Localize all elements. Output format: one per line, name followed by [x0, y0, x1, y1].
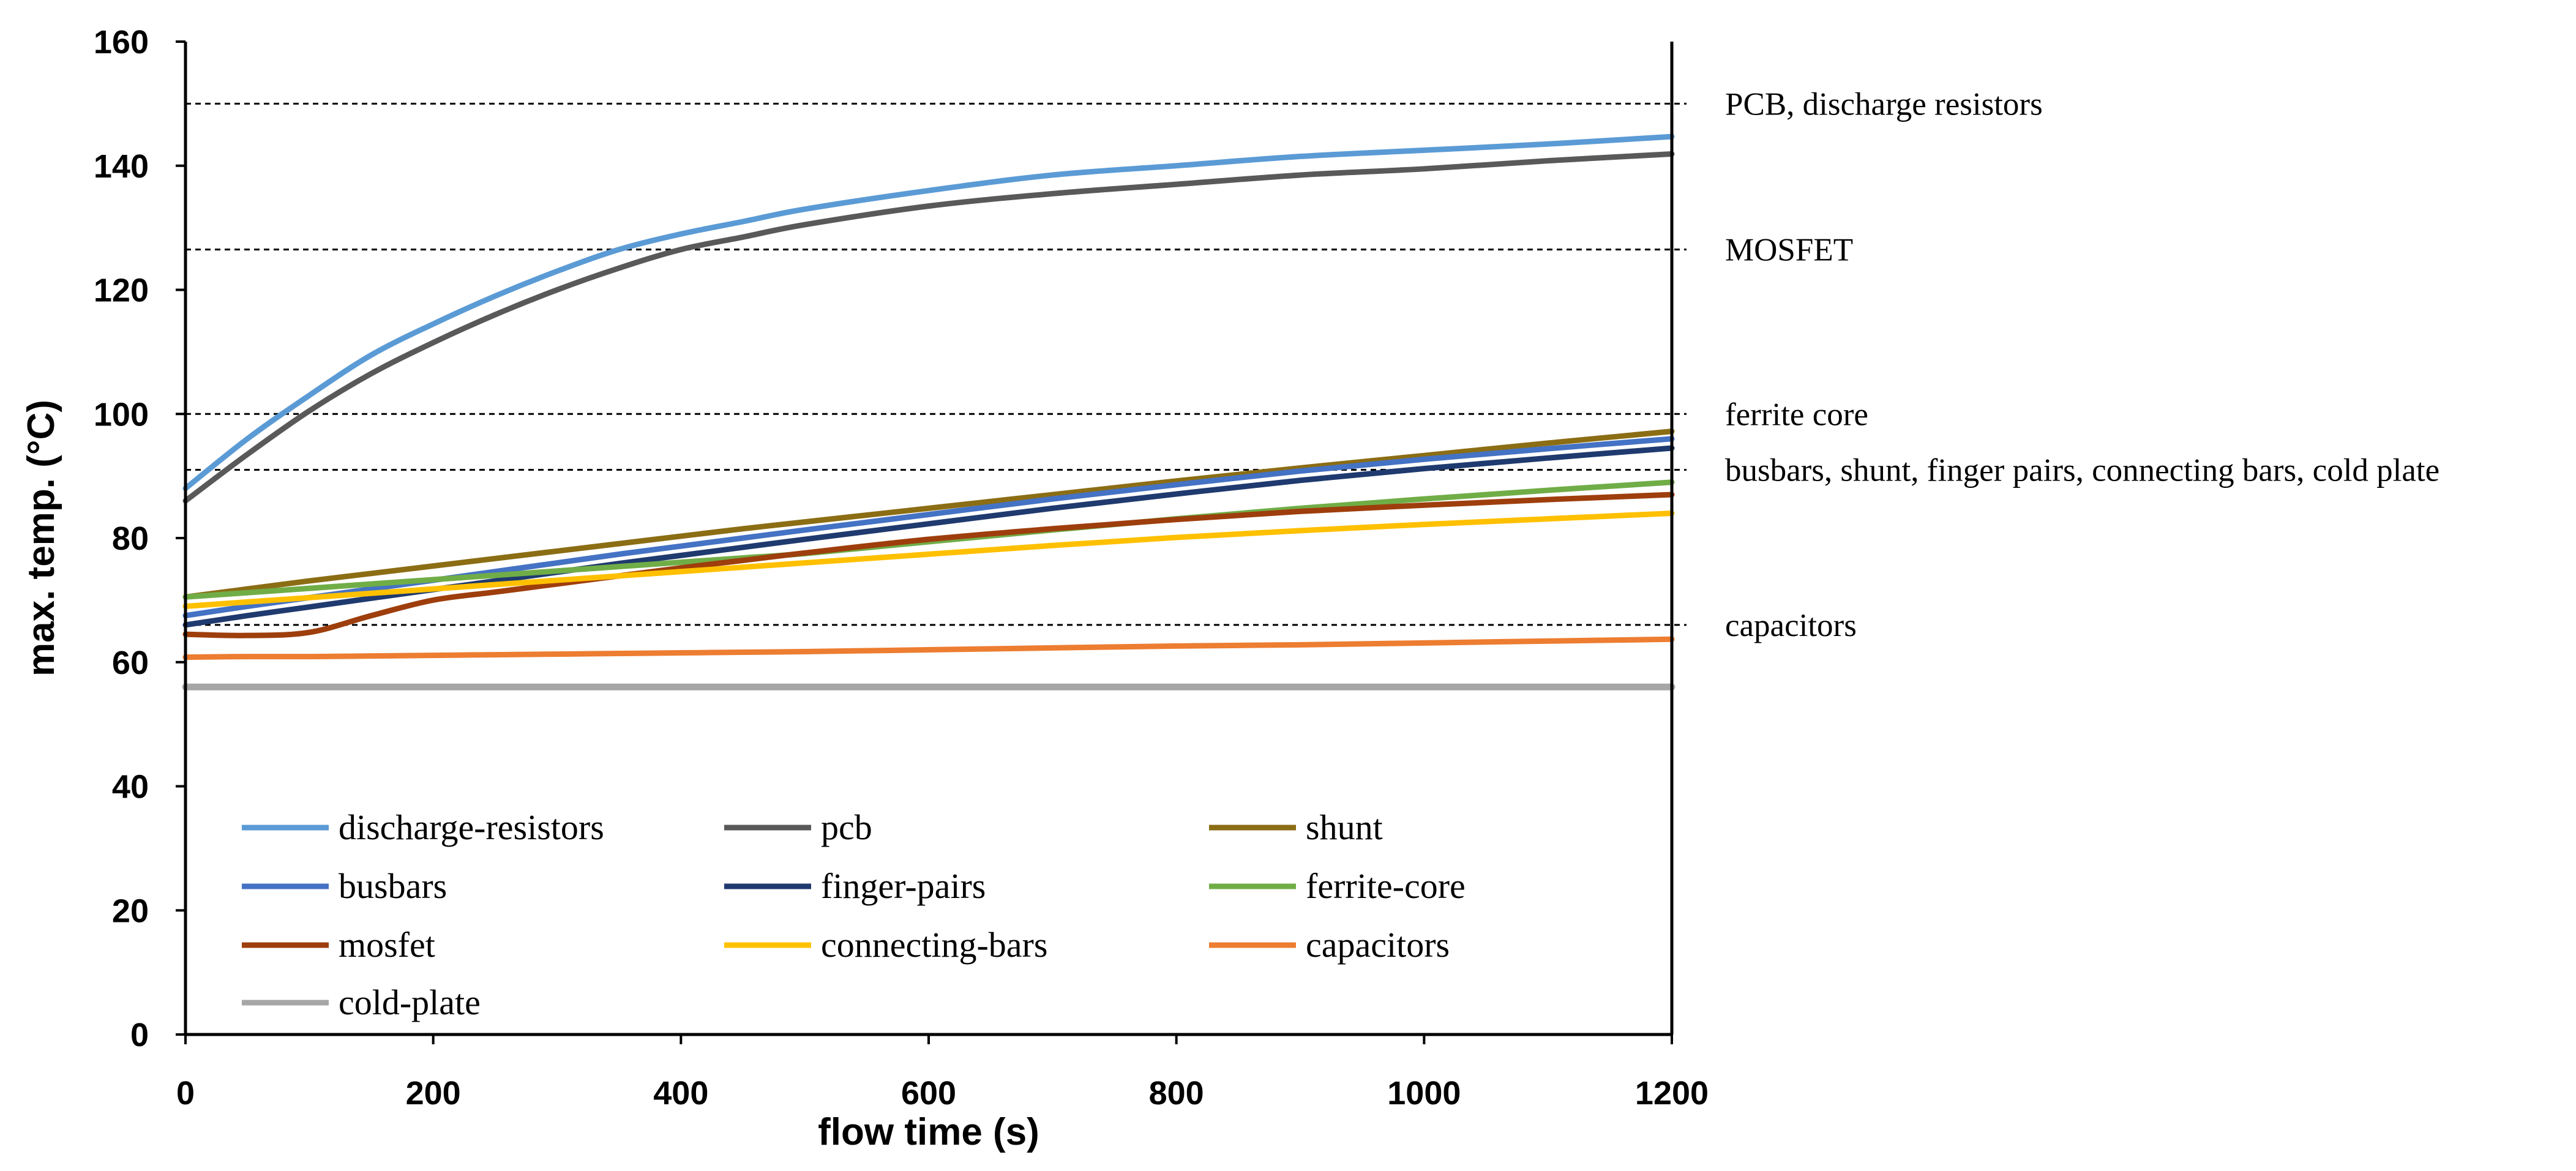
legend-label-mosfet: mosfet [339, 925, 435, 965]
legend: discharge-resistors pcb shunt busbars finger… [242, 807, 1466, 1022]
x-tick-label: 1200 [1635, 1075, 1709, 1112]
y-tick-label: 60 [112, 645, 149, 681]
x-tick-label: 200 [406, 1075, 461, 1112]
x-axis-title: flow time (s) [818, 1111, 1039, 1153]
x-tick-label: 400 [653, 1075, 708, 1112]
reference-line-label: ferrite core [1725, 397, 1868, 432]
legend-label-busbars: busbars [339, 866, 447, 906]
series-line-finger-pairs [182, 445, 1675, 628]
y-tick-label: 0 [130, 1017, 149, 1053]
legend-label-cold-plate: cold-plate [339, 982, 481, 1022]
reference-line-label: PCB, discharge resistors [1725, 86, 2043, 122]
series-line-capacitors [182, 636, 1675, 660]
reference-line-label: busbars, shunt, finger pairs, connecting… [1725, 452, 2439, 488]
x-tick-label: 1000 [1387, 1075, 1461, 1112]
y-tick-label: 160 [94, 24, 149, 61]
reference-line-label: capacitors [1725, 608, 1857, 643]
y-tick-label: 20 [112, 892, 149, 929]
series-line-discharge-resistors [182, 133, 1675, 492]
legend-label-ferrite-core: ferrite-core [1306, 866, 1466, 906]
y-tick-label: 140 [94, 148, 149, 185]
reference-lines: PCB, discharge resistors MOSFET ferrite co… [185, 86, 2439, 643]
y-axis-title: max. temp. (°C) [20, 400, 62, 676]
series-line-shunt [182, 428, 1675, 600]
x-tick-label: 600 [901, 1075, 956, 1112]
series-line-busbars [182, 436, 1675, 619]
reference-line-label: MOSFET [1725, 233, 1853, 268]
series-lines [182, 133, 1676, 690]
x-tick-label: 0 [176, 1075, 195, 1112]
y-tick-label: 100 [94, 396, 149, 433]
y-tick-label: 40 [112, 769, 149, 806]
legend-label-connecting-bars: connecting-bars [821, 925, 1047, 965]
legend-label-finger-pairs: finger-pairs [821, 866, 986, 906]
legend-label-pcb: pcb [821, 807, 872, 847]
y-tick-label: 120 [94, 272, 149, 309]
legend-label-shunt: shunt [1306, 807, 1383, 847]
series-line-pcb [182, 151, 1675, 504]
x-tick-label: 800 [1149, 1075, 1204, 1112]
series-line-connecting-bars [182, 510, 1675, 610]
series-line-mosfet [182, 492, 1675, 638]
y-tick-label: 80 [112, 520, 149, 557]
tick-labels: 0 20 40 60 80 100 120 140 160 0 200 400 600 800 1000 12… [94, 24, 1709, 1112]
legend-label-capacitors: capacitors [1306, 925, 1450, 965]
legend-label-discharge-resistors: discharge-resistors [339, 807, 604, 847]
